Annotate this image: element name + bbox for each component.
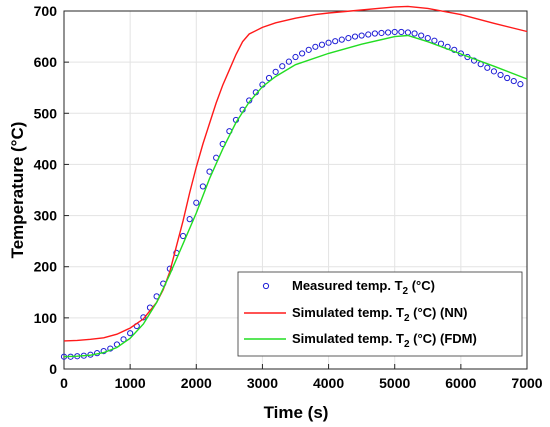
y-tick-label: 600 [34, 54, 58, 70]
measured-point [484, 64, 491, 71]
series-3 [63, 34, 528, 358]
measured-point [378, 29, 385, 37]
measured-point [279, 63, 286, 70]
x-axis-label: Time (s) [264, 403, 329, 422]
measured-point [490, 68, 498, 75]
y-tick-label: 700 [34, 3, 58, 19]
legend-box [237, 271, 523, 357]
axes [63, 10, 528, 370]
y-tick-label: 0 [49, 361, 57, 377]
series-line [63, 5, 528, 342]
measured-point [318, 41, 326, 48]
measured-point [292, 53, 299, 61]
measured-point [140, 314, 147, 321]
measured-point [404, 29, 412, 36]
measured-point [351, 33, 359, 40]
measured-point [186, 216, 193, 223]
measured-point [299, 50, 306, 57]
measured-point [265, 74, 273, 82]
y-axis-label: Temperature (°C) [8, 122, 27, 259]
measured-point [510, 77, 517, 85]
x-tick-label: 3000 [247, 375, 278, 391]
x-tick-label: 4000 [313, 375, 344, 391]
x-tick-label: 0 [60, 375, 68, 391]
measured-point [504, 74, 511, 82]
grid-lines [63, 10, 528, 370]
data-series [60, 5, 528, 360]
y-tick-label: 200 [34, 259, 58, 275]
legend-entry-3: Simulated temp. T2 (°C) (FDM) [244, 331, 477, 350]
x-tick-label: 2000 [181, 375, 212, 391]
y-tick-label: 500 [34, 105, 58, 121]
measured-point [120, 336, 127, 343]
legend: Measured temp. T2 (°C) Simulated temp. T2… [237, 271, 523, 357]
measured-point [497, 71, 504, 79]
y-tick-label: 300 [34, 208, 58, 224]
measured-point [338, 36, 345, 43]
measured-point [127, 330, 134, 337]
series-line [63, 34, 528, 358]
measured-point [345, 35, 352, 42]
tick-labels: 0 1000 2000 3000 4000 5000 6000 7000 0 100 200 300 4… [34, 3, 543, 391]
measured-point [431, 37, 438, 44]
measured-point [424, 35, 431, 42]
measured-point [517, 81, 524, 88]
legend-label: Simulated temp. T2 (°C) (NN) [292, 305, 467, 324]
measured-point [305, 46, 312, 53]
y-tick-label: 400 [34, 156, 58, 172]
x-tick-label: 1000 [115, 375, 146, 391]
measured-point [325, 39, 332, 46]
x-tick-label: 7000 [511, 375, 542, 391]
legend-label: Simulated temp. T2 (°C) (FDM) [292, 331, 477, 350]
measured-point [312, 43, 319, 50]
plot-frame [63, 10, 528, 370]
measured-point [272, 68, 279, 75]
y-tick-label: 100 [34, 310, 58, 326]
measured-point [411, 30, 418, 37]
measured-point [193, 199, 200, 206]
measured-point [358, 32, 365, 39]
series-2 [63, 5, 528, 342]
measured-point [418, 32, 425, 39]
measured-point [365, 31, 372, 38]
measured-point [470, 57, 478, 64]
x-tick-label: 5000 [379, 375, 410, 391]
legend-marker [262, 282, 270, 290]
legend-label: Measured temp. T2 (°C) [292, 278, 435, 297]
measured-point [398, 28, 405, 36]
measured-point [285, 58, 292, 65]
measured-point [199, 183, 206, 190]
x-tick-label: 6000 [445, 375, 476, 391]
measured-point [332, 38, 339, 45]
legend-entry-1: Measured temp. T2 (°C) [262, 278, 435, 297]
legend-entry-2: Simulated temp. T2 (°C) (NN) [244, 305, 467, 324]
measured-point [371, 30, 378, 37]
measured-point [385, 29, 392, 36]
measured-point [391, 28, 398, 36]
